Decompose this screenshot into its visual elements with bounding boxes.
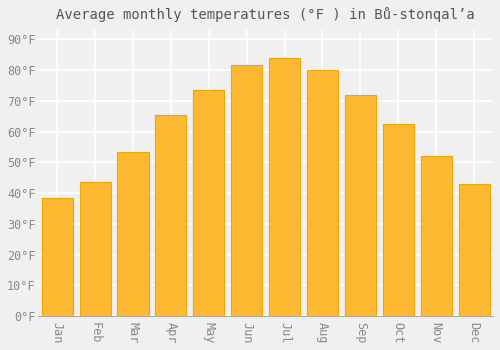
- Bar: [458, 184, 490, 316]
- Bar: [345, 94, 376, 316]
- Bar: [383, 124, 414, 316]
- Bar: [80, 182, 110, 316]
- Bar: [42, 198, 72, 316]
- Bar: [118, 152, 148, 316]
- Bar: [269, 58, 300, 316]
- Bar: [420, 156, 452, 316]
- Title: Average monthly temperatures (°F ) in Bů-stonqalʼa: Average monthly temperatures (°F ) in Bů…: [56, 7, 475, 22]
- Bar: [231, 65, 262, 316]
- Bar: [307, 70, 338, 316]
- Bar: [193, 90, 224, 316]
- Bar: [156, 114, 186, 316]
